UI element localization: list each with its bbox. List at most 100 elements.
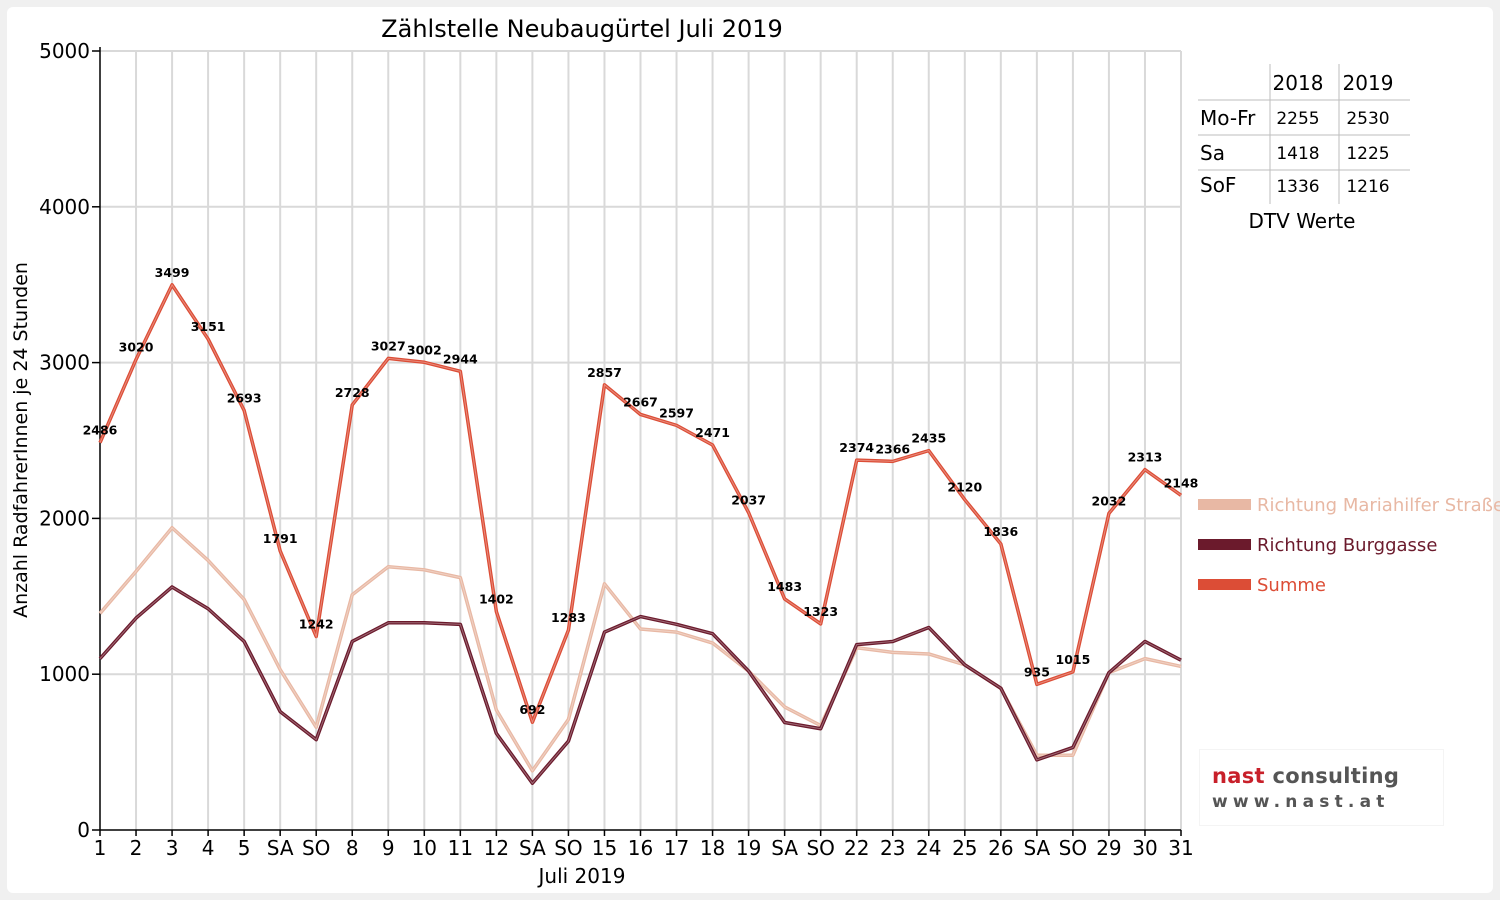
data-label: 3002 bbox=[407, 342, 442, 357]
dtv-caption: DTV Werte bbox=[1249, 209, 1356, 233]
dtv-row-label: Mo-Fr bbox=[1200, 106, 1256, 130]
logo-wordmark: nast consulting bbox=[1212, 764, 1400, 788]
series-line-highlight bbox=[99, 283, 1182, 724]
data-label: 2366 bbox=[875, 441, 910, 456]
data-label: 1836 bbox=[983, 524, 1018, 539]
x-tick-label: 9 bbox=[382, 836, 395, 860]
data-label: 2857 bbox=[587, 365, 622, 380]
data-label: 1242 bbox=[299, 616, 334, 631]
dtv-cell: 2530 bbox=[1346, 109, 1389, 129]
x-tick-label: SA bbox=[519, 836, 546, 860]
x-tick-label: 26 bbox=[988, 836, 1013, 860]
x-tick-label: SO bbox=[554, 836, 582, 860]
x-tick-label: 16 bbox=[628, 836, 653, 860]
series-lines bbox=[98, 283, 1183, 786]
dtv-row-label: SoF bbox=[1200, 173, 1236, 197]
y-tick-label: 0 bbox=[77, 818, 90, 842]
data-label: 3151 bbox=[191, 319, 226, 334]
data-label: 2944 bbox=[443, 351, 478, 366]
y-tick-label: 5000 bbox=[39, 39, 90, 63]
y-axis-label: Anzahl RadfahrerInnen je 24 Stunden bbox=[10, 262, 32, 618]
dtv-cell: 1225 bbox=[1346, 144, 1389, 164]
dtv-table: 2018 2019 Mo-Fr 2255 2530 Sa 1418 1225 S… bbox=[1198, 64, 1410, 233]
data-label: 2728 bbox=[335, 385, 370, 400]
x-tick-label: 4 bbox=[202, 836, 215, 860]
y-tick-label: 2000 bbox=[39, 506, 90, 530]
x-tick-label: 23 bbox=[880, 836, 905, 860]
legend-label: Richtung Burggasse bbox=[1257, 535, 1437, 556]
company-logo: nast consulting www.nast.at bbox=[1200, 750, 1443, 825]
dtv-row-label: Sa bbox=[1200, 141, 1225, 165]
legend: Richtung Mariahilfer Straße Richtung Burg… bbox=[1198, 495, 1500, 596]
x-tick-label: 31 bbox=[1168, 836, 1193, 860]
legend-swatch bbox=[1198, 499, 1251, 510]
dtv-col-2019: 2019 bbox=[1343, 71, 1394, 95]
data-label: 1791 bbox=[263, 531, 298, 546]
x-tick-label: 2 bbox=[130, 836, 143, 860]
legend-label: Richtung Mariahilfer Straße bbox=[1257, 495, 1500, 516]
data-label: 2148 bbox=[1164, 475, 1199, 490]
data-label: 1323 bbox=[803, 604, 838, 619]
data-label: 2374 bbox=[839, 440, 874, 455]
y-tick-label: 4000 bbox=[39, 195, 90, 219]
dtv-cell: 2255 bbox=[1276, 109, 1319, 129]
y-tick-label: 1000 bbox=[39, 662, 90, 686]
x-tick-label: 5 bbox=[238, 836, 251, 860]
series-line-richtung-burggasse bbox=[98, 585, 1182, 786]
x-tick-label: 17 bbox=[664, 836, 689, 860]
x-tick-label: 12 bbox=[484, 836, 509, 860]
x-tick-label: 29 bbox=[1096, 836, 1121, 860]
x-tick-label: 11 bbox=[448, 836, 473, 860]
x-tick-label: 30 bbox=[1132, 836, 1157, 860]
data-label: 1283 bbox=[551, 610, 586, 625]
data-label: 2435 bbox=[911, 431, 946, 446]
x-tick-label: SA bbox=[1023, 836, 1050, 860]
x-axis-label: Juli 2019 bbox=[537, 864, 626, 888]
data-label: 2693 bbox=[227, 390, 262, 405]
data-labels: 2486 3020 3499 3151 2693 1791 1242 2728 3027 3002… bbox=[83, 265, 1199, 717]
data-label: 3027 bbox=[371, 338, 406, 353]
data-label: 2032 bbox=[1092, 493, 1127, 508]
x-tick-label: SO bbox=[1059, 836, 1087, 860]
data-label: 2313 bbox=[1128, 450, 1163, 465]
chart-title: Zählstelle Neubaugürtel Juli 2019 bbox=[381, 15, 783, 43]
series-line-highlight bbox=[99, 586, 1182, 785]
x-tick-label: SA bbox=[267, 836, 294, 860]
x-tick-label: 24 bbox=[916, 836, 941, 860]
x-tick-label: 19 bbox=[736, 836, 761, 860]
data-label: 2667 bbox=[623, 394, 658, 409]
logo-url: www.nast.at bbox=[1212, 792, 1390, 812]
data-label: 2486 bbox=[83, 423, 118, 438]
x-tick-label: SA bbox=[771, 836, 798, 860]
dtv-col-2018: 2018 bbox=[1273, 71, 1324, 95]
data-label: 3499 bbox=[155, 265, 190, 280]
x-tick-label: 22 bbox=[844, 836, 869, 860]
data-label: 1483 bbox=[767, 579, 802, 594]
data-label: 2471 bbox=[695, 425, 730, 440]
data-label: 692 bbox=[519, 702, 545, 717]
x-tick-label: SO bbox=[302, 836, 330, 860]
x-tick-label: 1 bbox=[94, 836, 107, 860]
data-label: 2037 bbox=[731, 493, 766, 508]
x-tick-label: 25 bbox=[952, 836, 977, 860]
data-label: 2597 bbox=[659, 405, 694, 420]
dtv-cell: 1418 bbox=[1276, 144, 1319, 164]
x-tick-label: 8 bbox=[346, 836, 359, 860]
x-tick-label: SO bbox=[806, 836, 834, 860]
legend-swatch bbox=[1198, 539, 1251, 550]
x-tick-label: 10 bbox=[412, 836, 437, 860]
data-label: 2120 bbox=[947, 480, 982, 495]
legend-label: Summe bbox=[1257, 575, 1326, 596]
series-line-summe bbox=[98, 283, 1183, 724]
data-label: 1015 bbox=[1056, 652, 1091, 667]
legend-swatch bbox=[1198, 579, 1251, 590]
x-tick-label: 3 bbox=[166, 836, 179, 860]
x-tick-label: 18 bbox=[700, 836, 725, 860]
grid-lines bbox=[100, 50, 1182, 830]
data-label: 3020 bbox=[119, 339, 154, 354]
y-tick-label: 3000 bbox=[39, 351, 90, 375]
data-label: 1402 bbox=[479, 592, 514, 607]
data-label: 935 bbox=[1024, 664, 1050, 679]
